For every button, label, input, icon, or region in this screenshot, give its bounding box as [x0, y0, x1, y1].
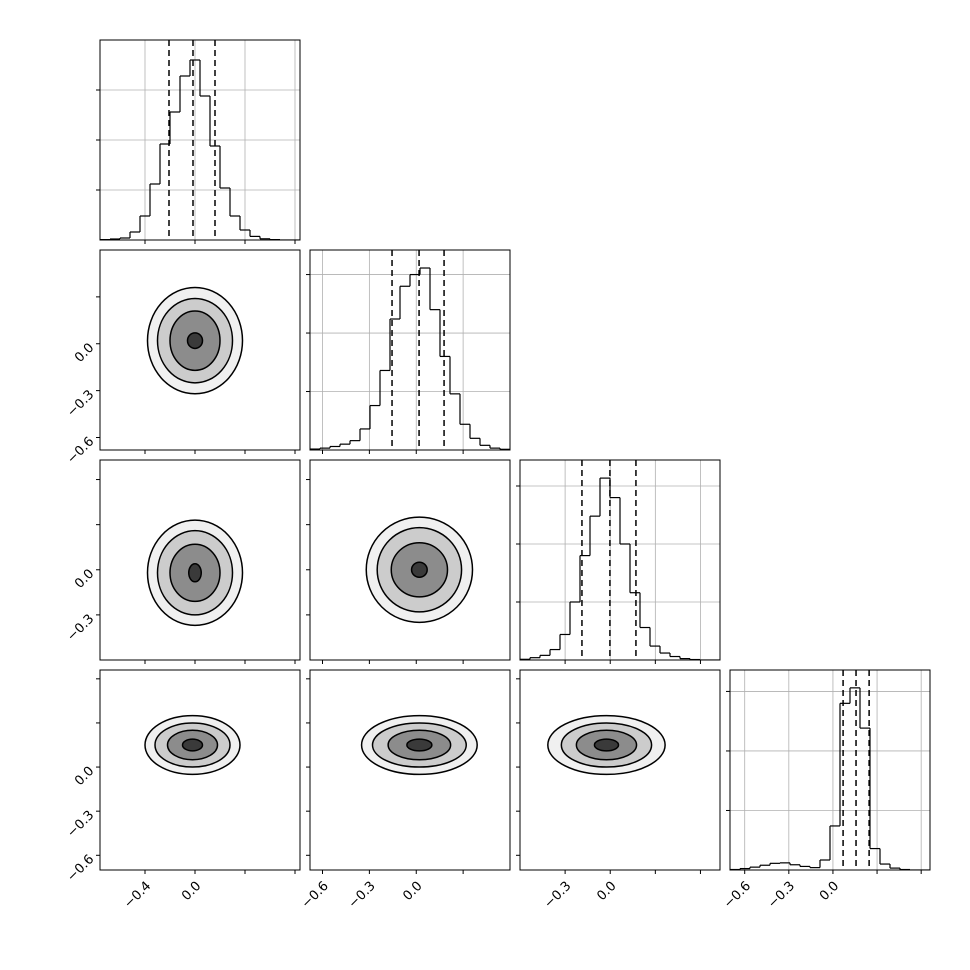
x-tick-label: 0.0 [400, 879, 425, 904]
x-tick-label: −0.6 [721, 879, 754, 912]
x-tick-label: 0.0 [594, 879, 619, 904]
panel [96, 39, 301, 244]
y-tick-label: −0.3 [64, 387, 97, 420]
x-tick-label: −0.3 [346, 879, 379, 912]
x-tick-label: −0.3 [541, 879, 574, 912]
panel-area [547, 714, 666, 776]
contour-level [186, 332, 204, 350]
panel-area [100, 40, 300, 240]
contour-level [593, 738, 620, 752]
contour-level [181, 738, 204, 752]
panel-area [310, 250, 510, 450]
contour-level [406, 738, 433, 752]
panel-area [146, 286, 244, 395]
panel-frame [729, 669, 931, 871]
y-tick-label: 0.0 [72, 340, 97, 365]
panel: −0.6 −0.3 0.0 [64, 249, 301, 467]
y-tick-label: −0.6 [64, 852, 97, 885]
panel-area [144, 714, 241, 776]
panel-frame [99, 669, 301, 871]
y-tick-label: −0.3 [64, 808, 97, 841]
panel-frame [99, 249, 301, 451]
y-tick-label: −0.6 [64, 434, 97, 467]
panel-area [365, 516, 474, 624]
y-tick-label: −0.3 [64, 612, 97, 645]
y-tick-label: 0.0 [72, 764, 97, 789]
panel [306, 249, 511, 454]
panel-frame [309, 459, 511, 661]
contour-level [410, 561, 428, 579]
panel-area [360, 714, 478, 776]
panel-area [146, 519, 244, 627]
panel-area [520, 460, 720, 660]
panel-frame [519, 669, 721, 871]
panel: −0.3 0.0 [64, 459, 301, 664]
x-tick-label: 0.0 [179, 879, 204, 904]
x-tick-label: −0.4 [121, 879, 154, 912]
x-tick-label: 0.0 [817, 879, 842, 904]
contour-level [188, 563, 202, 583]
panel: −0.6 −0.3 0.0 [299, 669, 511, 912]
panel-frame [309, 249, 511, 451]
panel-area [730, 670, 930, 870]
panel-frame [309, 669, 511, 871]
panel [516, 459, 721, 664]
panel [306, 459, 511, 664]
panel: −0.3 0.0 [516, 669, 721, 912]
panel-frame [99, 459, 301, 661]
y-tick-label: 0.0 [72, 566, 97, 591]
panel-frame [519, 459, 721, 661]
x-tick-label: −0.3 [765, 879, 798, 912]
panel: −0.6 −0.3 0.0 [721, 669, 931, 912]
panel: −0.4 0.0 −0.6 −0.3 0.0 [64, 669, 301, 912]
x-tick-label: −0.6 [299, 879, 332, 912]
